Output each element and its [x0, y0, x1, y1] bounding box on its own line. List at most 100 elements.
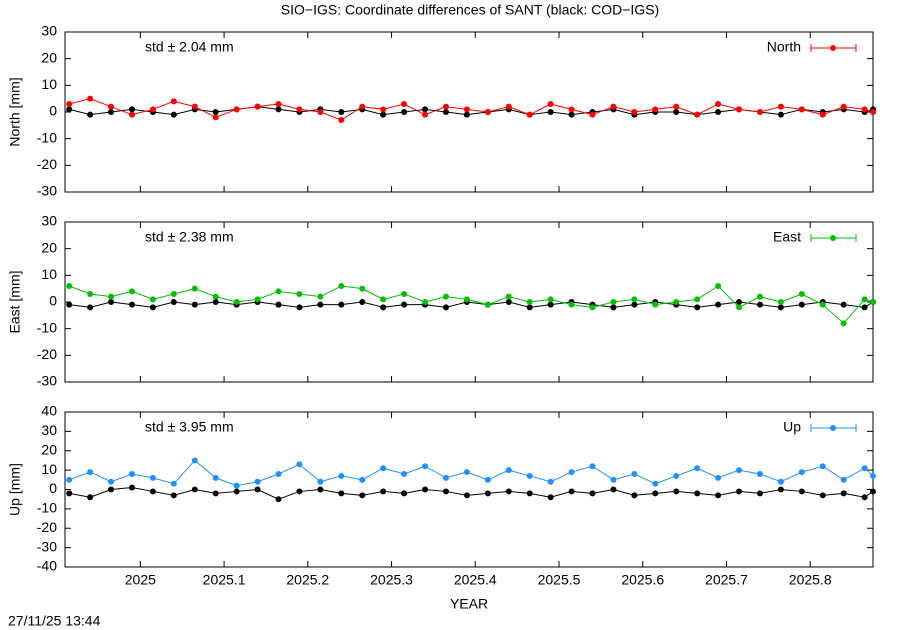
data-point: [861, 296, 868, 303]
data-point: [212, 293, 219, 300]
data-point: [170, 111, 177, 118]
data-point: [840, 476, 847, 483]
data-point: [338, 117, 345, 123]
data-point: [798, 291, 805, 297]
data-point: [547, 478, 554, 485]
data-point: [422, 299, 429, 305]
data-point: [840, 103, 847, 110]
data-point: [170, 291, 177, 297]
data-point: [715, 474, 722, 481]
data-point: [463, 469, 470, 476]
data-point: [87, 111, 94, 118]
data-point: [317, 301, 324, 308]
data-point: [338, 283, 345, 289]
data-point: [694, 490, 701, 497]
data-point: [380, 106, 387, 113]
data-point: [694, 465, 701, 472]
data-point: [87, 95, 94, 102]
y-tick-label: -20: [37, 519, 57, 535]
data-point: [861, 494, 868, 501]
data-point: [568, 488, 575, 495]
data-point: [547, 301, 554, 308]
data-point: [870, 488, 876, 495]
legend-label: North: [767, 39, 801, 55]
data-point: [505, 299, 512, 305]
data-point: [380, 488, 387, 495]
data-point: [589, 463, 596, 470]
data-point: [652, 301, 659, 308]
data-point: [568, 106, 575, 113]
data-point: [463, 111, 470, 118]
data-point: [401, 471, 408, 477]
data-point: [870, 472, 876, 479]
y-tick-label: 0: [49, 480, 57, 496]
data-point: [275, 496, 282, 503]
data-point: [233, 106, 240, 113]
chart-title: SIO−IGS: Coordinate differences of SANT …: [281, 2, 659, 18]
data-point: [715, 492, 722, 499]
data-point: [756, 301, 763, 308]
legend-symbol: [830, 425, 836, 431]
data-point: [275, 106, 282, 113]
data-point: [756, 109, 763, 115]
data-point: [108, 299, 115, 305]
data-point: [652, 106, 659, 113]
data-point: [359, 285, 366, 292]
data-point: [149, 296, 156, 303]
y-axis-label: East [mm]: [7, 270, 23, 333]
data-point: [87, 291, 94, 297]
data-point: [673, 299, 680, 305]
data-point: [756, 293, 763, 300]
annotation: std ± 2.04 mm: [145, 39, 234, 55]
data-point: [170, 480, 177, 487]
data-point: [442, 103, 449, 110]
data-point: [505, 467, 512, 474]
data-point: [631, 301, 638, 308]
data-point: [526, 299, 533, 305]
data-point: [589, 111, 596, 118]
data-point: [694, 111, 701, 118]
data-point: [66, 106, 73, 113]
data-point: [861, 106, 868, 113]
data-point: [442, 488, 449, 495]
y-tick-label: -10: [37, 500, 57, 516]
data-point: [66, 283, 73, 289]
data-point: [547, 101, 554, 107]
data-point: [359, 103, 366, 110]
data-point: [338, 109, 345, 115]
data-point: [505, 293, 512, 300]
data-point: [631, 492, 638, 499]
data-point: [254, 486, 261, 493]
data-point: [128, 288, 135, 295]
data-point: [401, 109, 408, 115]
annotation: std ± 2.38 mm: [145, 229, 234, 245]
y-tick-label: -40: [37, 558, 57, 574]
data-point: [673, 109, 680, 115]
legend-label: East: [773, 229, 801, 245]
data-point: [108, 293, 115, 300]
data-point: [401, 291, 408, 297]
data-point: [87, 304, 94, 311]
data-point: [777, 299, 784, 305]
data-point: [212, 474, 219, 481]
data-point: [66, 490, 73, 497]
data-point: [715, 283, 722, 289]
data-point: [108, 486, 115, 493]
data-point: [66, 301, 73, 308]
y-tick-label: -30: [37, 183, 57, 199]
data-point: [777, 478, 784, 485]
data-point: [233, 299, 240, 305]
series-line: [69, 301, 874, 308]
data-point: [798, 301, 805, 308]
data-point: [442, 474, 449, 481]
data-point: [840, 301, 847, 308]
data-point: [317, 293, 324, 300]
data-point: [380, 304, 387, 311]
data-point: [756, 490, 763, 497]
data-point: [422, 486, 429, 493]
data-point: [652, 490, 659, 497]
data-point: [149, 488, 156, 495]
data-point: [526, 472, 533, 479]
plot-frame: [64, 411, 874, 568]
data-point: [191, 285, 198, 292]
